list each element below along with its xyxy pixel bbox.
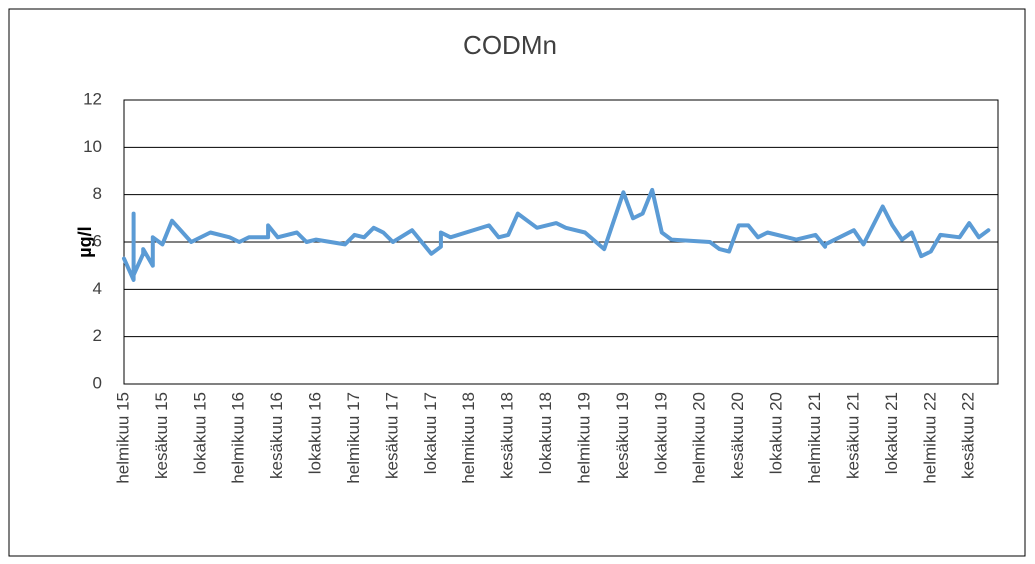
x-tick-label: kesäkuu 19 xyxy=(613,392,632,479)
plot-border xyxy=(123,99,999,385)
x-tick-label: helmikuu 19 xyxy=(574,392,593,484)
y-tick-label: 8 xyxy=(93,184,102,203)
x-tick-label: lokakuu 15 xyxy=(190,392,209,474)
y-axis-label: µg/l xyxy=(75,226,95,257)
x-tick-label: kesäkuu 22 xyxy=(959,392,978,479)
y-tick-label: 0 xyxy=(93,373,102,392)
chart-title: CODMn xyxy=(463,30,557,60)
x-tick-label: helmikuu 16 xyxy=(229,392,248,484)
y-tick-label: 6 xyxy=(93,231,102,250)
x-tick-label: kesäkuu 17 xyxy=(382,392,401,479)
x-tick-label: lokakuu 16 xyxy=(306,392,325,474)
x-tick-label: kesäkuu 18 xyxy=(498,392,517,479)
x-tick-label: lokakuu 17 xyxy=(421,392,440,474)
y-tick-label: 4 xyxy=(93,279,102,298)
x-tick-label: helmikuu 18 xyxy=(459,392,478,484)
x-tick-label: lokakuu 20 xyxy=(767,392,786,474)
x-tick-label: helmikuu 17 xyxy=(344,392,363,484)
y-tick-label: 12 xyxy=(83,89,102,108)
x-tick-label: lokakuu 19 xyxy=(651,392,670,474)
x-tick-label: helmikuu 20 xyxy=(690,392,709,484)
x-tick-label: kesäkuu 16 xyxy=(267,392,286,479)
x-tick-label: lokakuu 21 xyxy=(882,392,901,474)
y-tick-label: 10 xyxy=(83,137,102,156)
x-tick-label: kesäkuu 21 xyxy=(843,392,862,479)
x-tick-label: kesäkuu 15 xyxy=(152,392,171,479)
x-tick-label: lokakuu 18 xyxy=(536,392,555,474)
x-tick-label: kesäkuu 20 xyxy=(728,392,747,479)
x-tick-label: helmikuu 21 xyxy=(805,392,824,484)
y-tick-label: 2 xyxy=(93,326,102,345)
x-tick-label: helmikuu 15 xyxy=(113,392,132,484)
data-line xyxy=(122,187,991,282)
x-tick-label: helmikuu 22 xyxy=(920,392,939,484)
